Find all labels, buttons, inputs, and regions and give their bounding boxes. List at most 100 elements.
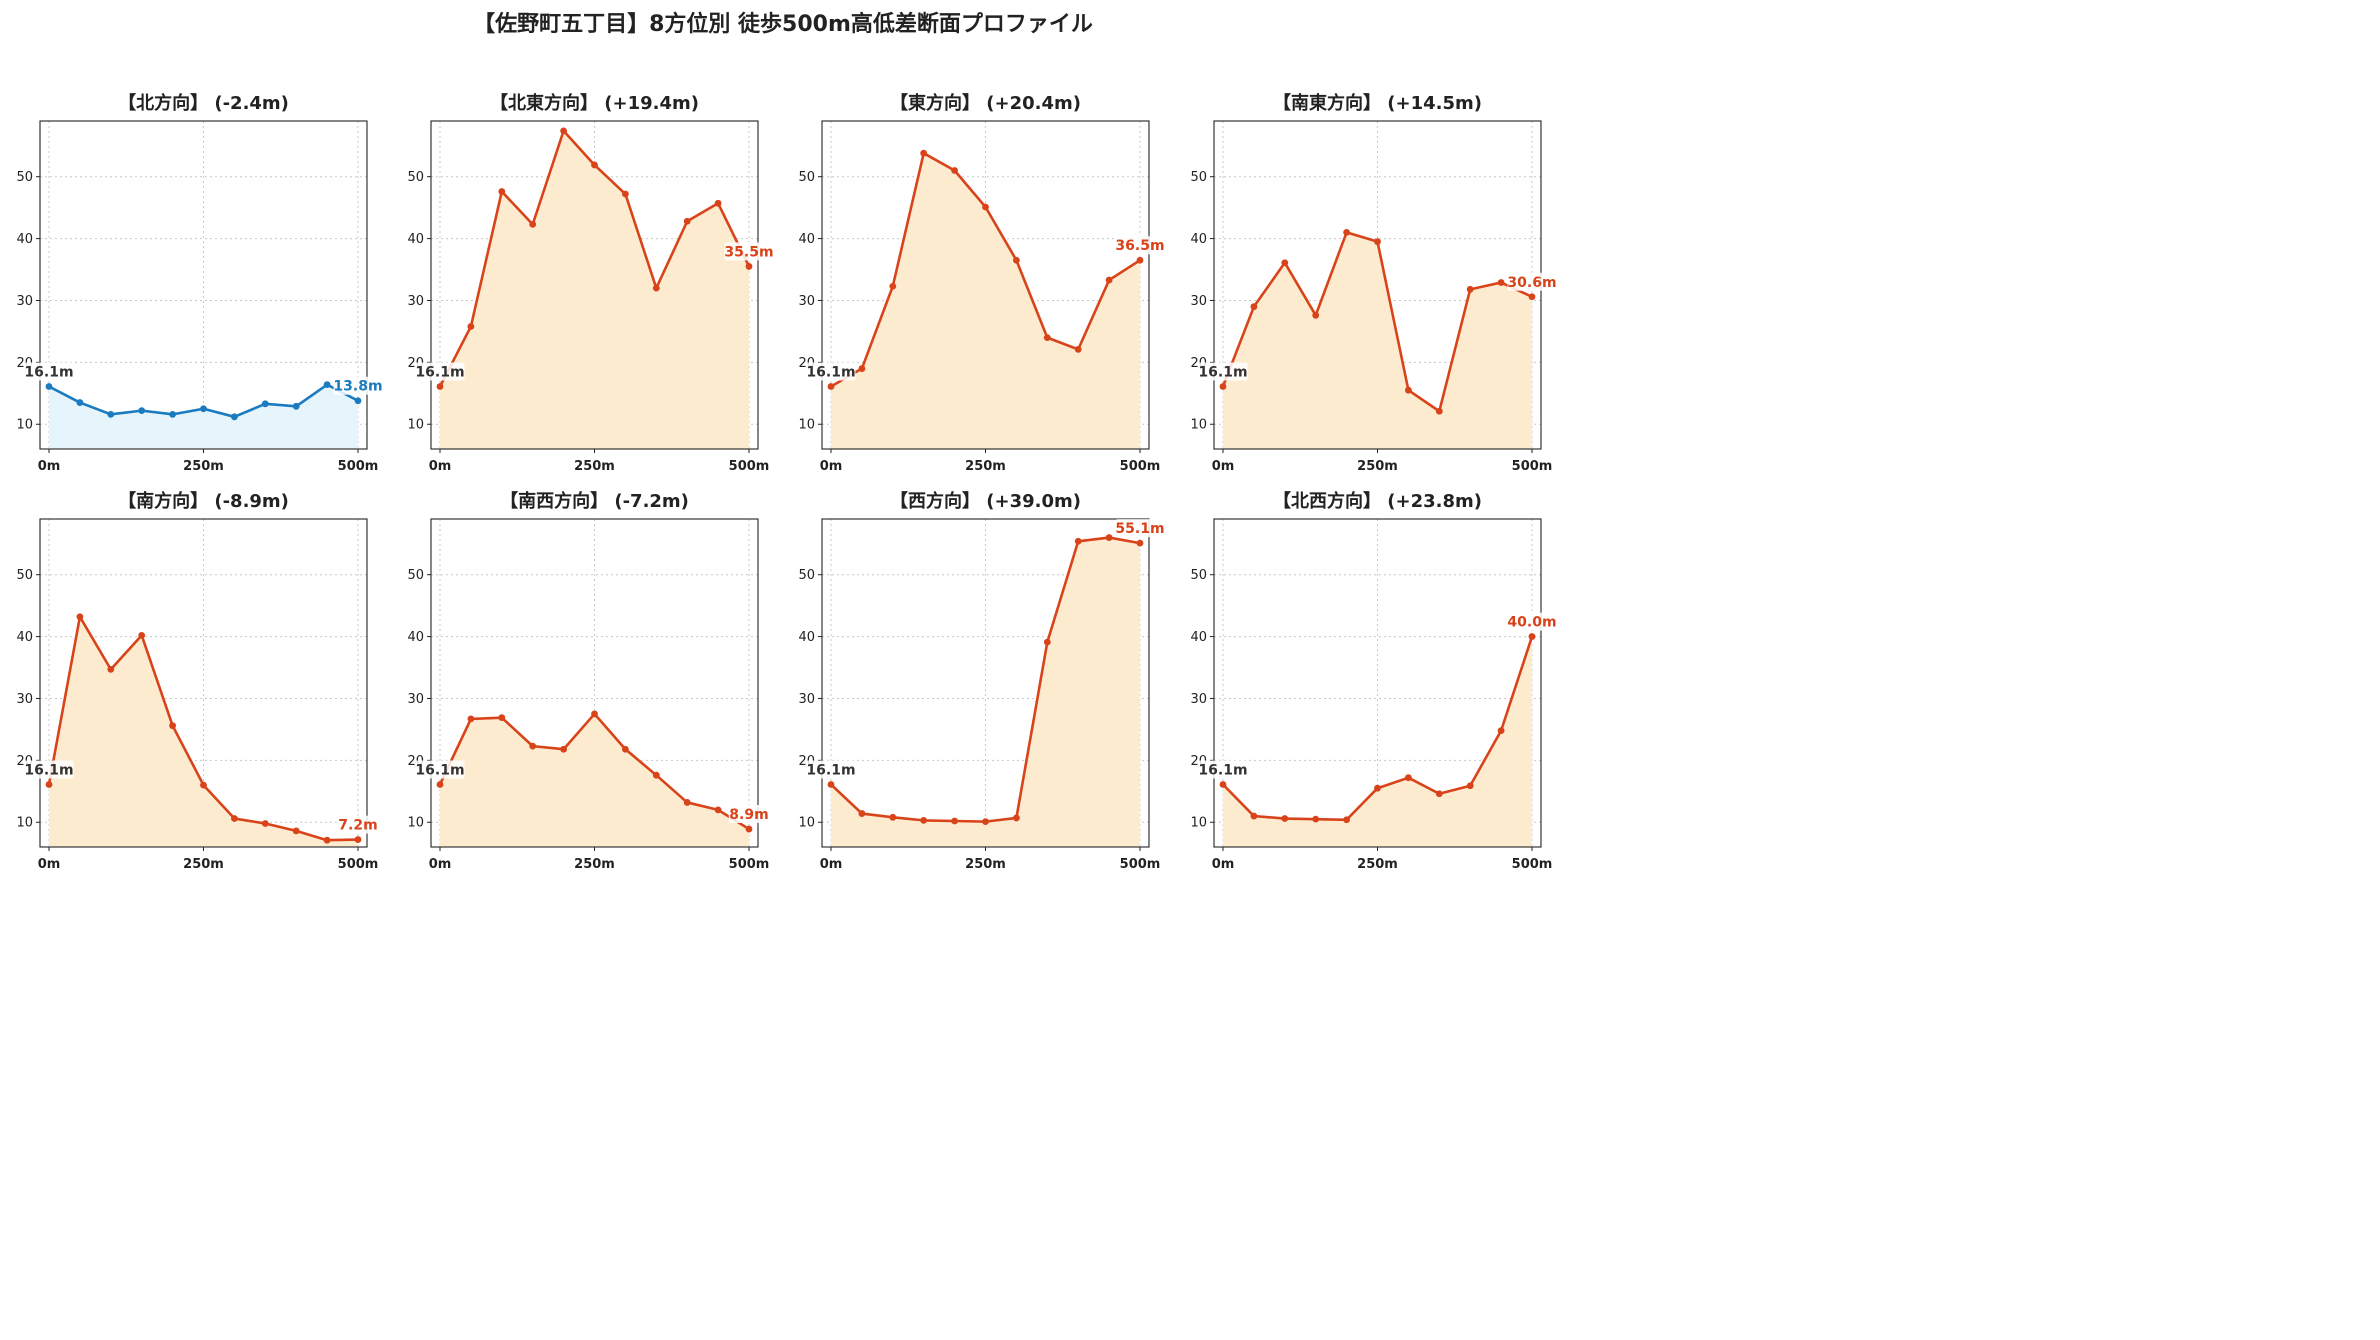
data-point: [827, 781, 835, 788]
data-point: [1043, 334, 1051, 342]
y-tick-label: 50: [798, 568, 815, 583]
data-point: [169, 410, 177, 418]
start-label-box: [1198, 362, 1248, 381]
y-tick-label: 50: [16, 568, 33, 583]
data-point: [1405, 386, 1412, 394]
y-tick-label: 30: [1190, 692, 1207, 707]
data-point: [1105, 534, 1113, 541]
y-tick-label: 50: [798, 170, 815, 185]
data-point: [1435, 407, 1443, 415]
data-point: [1312, 815, 1320, 823]
elevation-fill: [440, 713, 749, 847]
start-label-box: [415, 760, 465, 779]
end-label-box: [728, 805, 770, 824]
figure-title: 【佐野町五丁目】8方位別 徒歩500m高低差断面プロファイル: [473, 12, 1093, 37]
start-label-box: [806, 760, 856, 779]
x-tick-label: 500m: [1512, 857, 1553, 872]
data-point: [858, 365, 866, 372]
y-tick-label: 40: [1190, 630, 1207, 645]
data-point: [529, 220, 537, 228]
elevation-fill: [831, 537, 1140, 847]
data-point: [560, 127, 567, 135]
y-tick-label: 30: [16, 692, 33, 707]
data-point: [138, 407, 146, 415]
data-point: [622, 745, 629, 753]
end-elevation-label: 36.5m: [1115, 238, 1164, 254]
data-point: [889, 813, 897, 821]
data-point: [714, 806, 722, 814]
data-point: [138, 631, 146, 639]
start-elevation-label: 16.1m: [24, 762, 73, 778]
end-label-box: [337, 815, 379, 834]
end-elevation-label: 35.5m: [724, 244, 773, 260]
subplot-title: 【南西方向】 (-7.2m): [500, 490, 689, 512]
data-point: [622, 190, 629, 198]
data-point: [1466, 782, 1474, 790]
data-point: [1405, 774, 1412, 782]
data-point: [1374, 238, 1381, 246]
data-point: [467, 715, 475, 723]
data-point: [436, 383, 444, 390]
data-point: [1074, 537, 1082, 545]
end-elevation-label: 30.6m: [1507, 275, 1556, 291]
data-point: [200, 405, 207, 413]
data-point: [200, 781, 207, 789]
subplot-title: 【西方向】 (+39.0m): [890, 490, 1081, 512]
y-tick-label: 30: [798, 294, 815, 309]
elevation-fill: [831, 153, 1140, 449]
y-tick-label: 10: [407, 816, 424, 831]
figure: 【佐野町五丁目】8方位別 徒歩500m高低差断面プロファイル 【北方向】 (-2…: [0, 0, 1566, 882]
end-elevation-label: 7.2m: [338, 818, 377, 834]
data-point: [1343, 816, 1350, 824]
y-tick-label: 50: [1190, 568, 1207, 583]
data-point: [1074, 345, 1082, 353]
data-point: [920, 149, 928, 157]
data-point: [745, 825, 753, 833]
data-point: [1250, 303, 1258, 311]
end-label-box: [333, 376, 383, 395]
y-tick-label: 10: [798, 418, 815, 433]
y-tick-label: 30: [1190, 294, 1207, 309]
y-tick-label: 10: [798, 816, 815, 831]
y-tick-label: 50: [16, 170, 33, 185]
data-point: [951, 167, 958, 174]
start-label-box: [1198, 760, 1248, 779]
data-point: [231, 815, 238, 822]
x-tick-label: 0m: [38, 857, 61, 872]
data-point: [231, 413, 238, 421]
data-point: [261, 400, 269, 408]
x-tick-label: 250m: [1357, 459, 1398, 474]
data-point: [1497, 727, 1505, 735]
data-point: [354, 836, 362, 843]
y-tick-label: 50: [1190, 170, 1207, 185]
end-label-box: [1115, 519, 1165, 538]
data-point: [951, 817, 958, 825]
x-tick-label: 0m: [1212, 459, 1235, 474]
data-point: [1013, 256, 1020, 264]
data-point: [745, 263, 753, 270]
y-tick-label: 10: [16, 418, 33, 433]
data-point: [1136, 539, 1144, 547]
x-tick-label: 0m: [1212, 857, 1235, 872]
y-tick-label: 30: [407, 692, 424, 707]
data-point: [889, 282, 897, 290]
data-point: [1043, 638, 1051, 646]
x-tick-label: 500m: [1512, 459, 1553, 474]
y-tick-label: 30: [798, 692, 815, 707]
start-elevation-label: 16.1m: [806, 762, 855, 778]
x-tick-label: 0m: [429, 857, 452, 872]
end-elevation-label: 8.9m: [729, 807, 768, 823]
y-tick-label: 40: [1190, 232, 1207, 247]
start-elevation-label: 16.1m: [415, 762, 464, 778]
data-point: [1250, 812, 1258, 820]
data-point: [45, 383, 53, 390]
data-point: [982, 818, 989, 826]
x-tick-label: 500m: [729, 459, 770, 474]
